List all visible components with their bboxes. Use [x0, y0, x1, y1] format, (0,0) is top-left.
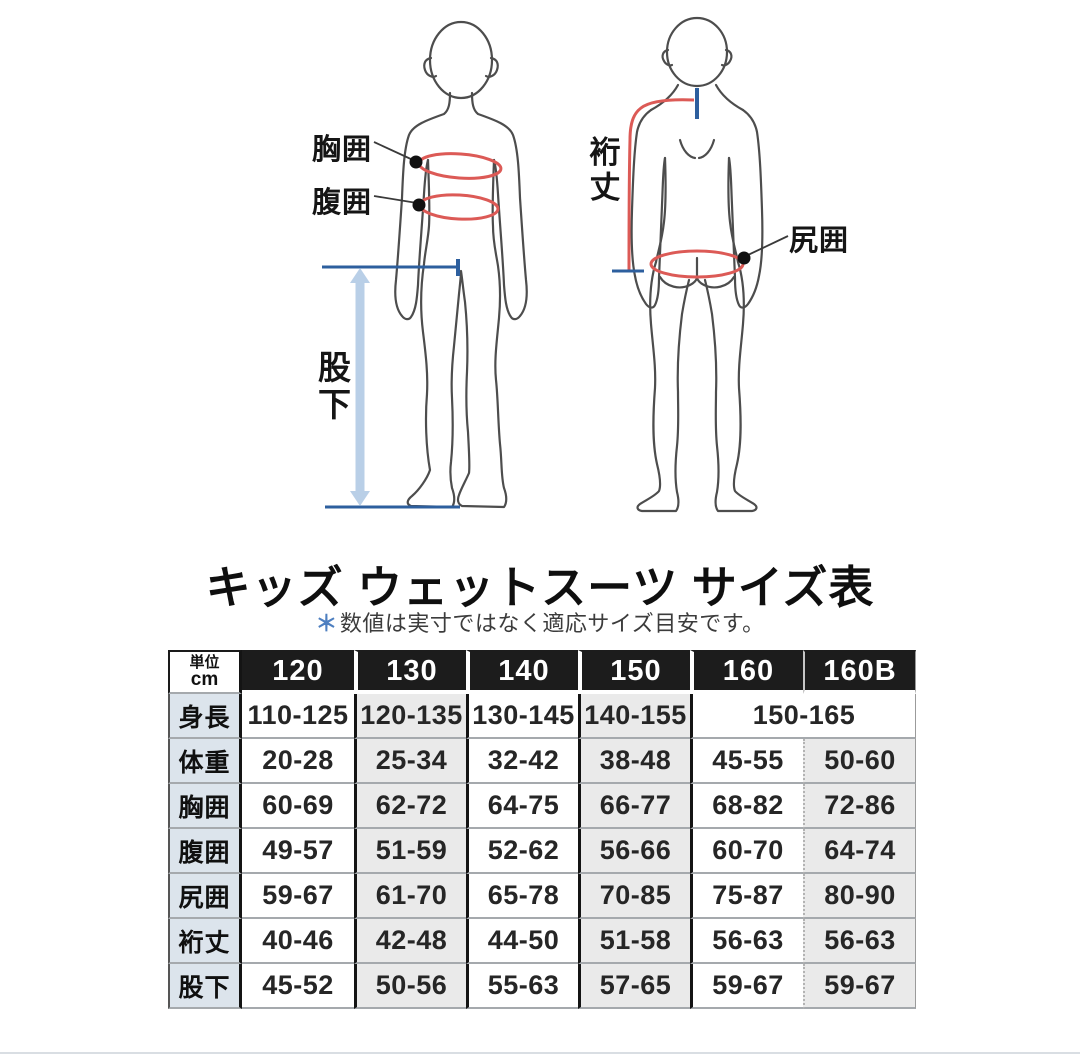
size-cell: 25-34	[354, 739, 466, 784]
row-label: 裄丈	[168, 919, 242, 964]
size-cell: 42-48	[354, 919, 466, 964]
column-header-130: 130	[354, 650, 466, 694]
note-text: 数値は実寸ではなく適応サイズ目安です。	[339, 611, 765, 636]
size-cell: 45-52	[242, 964, 354, 1009]
row-label: 身長	[168, 694, 242, 739]
bottom-divider	[0, 1052, 1080, 1054]
size-cell: 64-74	[803, 829, 916, 874]
size-cell: 66-77	[578, 784, 690, 829]
column-header-140: 140	[466, 650, 578, 694]
size-cell: 60-69	[242, 784, 354, 829]
size-cell: 51-59	[354, 829, 466, 874]
table-row-belly: 腹囲 49-57 51-59 52-62 56-66 60-70 64-74	[168, 829, 916, 874]
size-cell: 50-56	[354, 964, 466, 1009]
hip-label: 尻囲	[789, 225, 850, 257]
table-header-row: 単位 cm 120 130 140 150 160 160B	[168, 650, 916, 694]
size-cell: 45-55	[690, 739, 803, 784]
size-cell: 61-70	[354, 874, 466, 919]
table-row-hip: 尻囲 59-67 61-70 65-78 70-85 75-87 80-90	[168, 874, 916, 919]
size-cell: 64-75	[466, 784, 578, 829]
front-pointers	[373, 141, 426, 212]
size-cell: 49-57	[242, 829, 354, 874]
size-cell: 62-72	[354, 784, 466, 829]
row-label: 尻囲	[168, 874, 242, 919]
size-cell: 75-87	[690, 874, 803, 919]
note-asterisk: ＊	[315, 611, 338, 636]
size-cell: 32-42	[466, 739, 578, 784]
size-cell: 120-135	[354, 694, 466, 739]
row-label: 体重	[168, 739, 242, 784]
size-cell: 50-60	[803, 739, 916, 784]
size-cell: 20-28	[242, 739, 354, 784]
size-cell: 59-67	[690, 964, 803, 1009]
size-cell: 68-82	[690, 784, 803, 829]
table-row-chest: 胸囲 60-69 62-72 64-75 66-77 68-82 72-86	[168, 784, 916, 829]
table-row-height: 身長 110-125 120-135 130-145 140-155 150-1…	[168, 694, 916, 739]
size-cell: 140-155	[578, 694, 690, 739]
table-row-inseam: 股下 45-52 50-56 55-63 57-65 59-67 59-67	[168, 964, 916, 1009]
size-cell: 57-65	[578, 964, 690, 1009]
measurement-diagram: 胸囲 腹囲 股下 裄丈 尻囲	[312, 16, 850, 513]
row-label: 胸囲	[168, 784, 242, 829]
size-cell: 80-90	[803, 874, 916, 919]
front-body-outline	[394, 20, 528, 509]
size-cell: 40-46	[242, 919, 354, 964]
size-cell: 52-62	[466, 829, 578, 874]
belly-label: 腹囲	[312, 187, 373, 219]
sleeve-label: 裄丈	[589, 135, 622, 205]
inseam-label: 股下	[318, 349, 352, 423]
unit-label-bottom: cm	[190, 669, 219, 691]
size-cell: 38-48	[578, 739, 690, 784]
table-row-weight: 体重 20-28 25-34 32-42 38-48 45-55 50-60	[168, 739, 916, 784]
size-cell: 65-78	[466, 874, 578, 919]
back-body-outline	[630, 16, 764, 513]
unit-label-top: 単位	[189, 653, 220, 671]
size-cell: 56-66	[578, 829, 690, 874]
size-cell-merged: 150-165	[690, 694, 916, 739]
column-header-160B: 160B	[803, 650, 916, 694]
size-cell: 72-86	[803, 784, 916, 829]
sleeve-length-markers	[612, 88, 699, 273]
size-cell: 130-145	[466, 694, 578, 739]
size-table: 単位 cm 120 130 140 150 160 160B 身長 110-12…	[168, 650, 916, 1009]
table-row-sleeve: 裄丈 40-46 42-48 44-50 51-58 56-63 56-63	[168, 919, 916, 964]
chest-label: 胸囲	[312, 134, 373, 166]
row-label: 腹囲	[168, 829, 242, 874]
chest-belly-bands	[417, 152, 503, 221]
hip-markers	[649, 235, 789, 279]
unit-cell: 単位 cm	[168, 650, 242, 694]
column-header-120: 120	[242, 650, 354, 694]
size-cell: 56-63	[803, 919, 916, 964]
size-cell: 55-63	[466, 964, 578, 1009]
size-cell: 70-85	[578, 874, 690, 919]
column-header-160: 160	[690, 650, 803, 694]
size-cell: 60-70	[690, 829, 803, 874]
size-cell: 56-63	[690, 919, 803, 964]
page-title: キッズ ウェットスーツ サイズ表	[205, 562, 875, 613]
row-label: 股下	[168, 964, 242, 1009]
size-cell: 110-125	[242, 694, 354, 739]
inseam-markers	[322, 259, 460, 509]
size-cell: 44-50	[466, 919, 578, 964]
size-cell: 59-67	[242, 874, 354, 919]
body-diagram-svg	[322, 16, 789, 513]
size-cell: 59-67	[803, 964, 916, 1009]
page-subtitle: ＊数値は実寸ではなく適応サイズ目安です。	[0, 606, 1080, 638]
column-header-150: 150	[578, 650, 690, 694]
size-cell: 51-58	[578, 919, 690, 964]
